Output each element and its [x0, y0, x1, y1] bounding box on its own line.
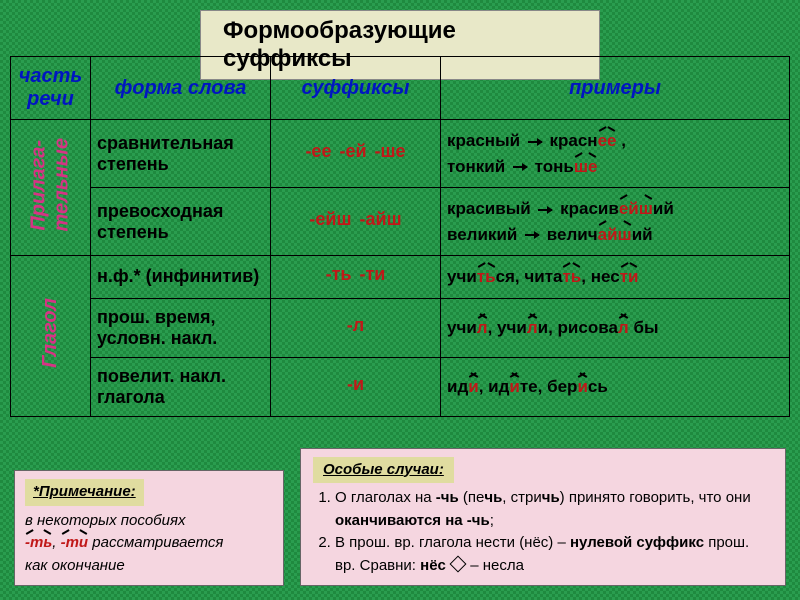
suffix: -ее [305, 143, 331, 164]
special-heading: Особые случаи: [313, 457, 454, 484]
header-pos: часть речи [11, 57, 91, 120]
table-body: Прилага-тельныесравнительная степень-ее-… [11, 120, 790, 417]
examples-cell: учиться, читать, нести [441, 256, 790, 299]
suffix-table-wrap: часть речи форма слова суффиксы примеры … [10, 56, 790, 417]
header-suffixes: суффиксы [271, 57, 441, 120]
header-examples: примеры [441, 57, 790, 120]
examples-cell: красный краснее ,тонкий тоньше [441, 120, 790, 188]
note-heading: *Примечание: [25, 479, 144, 506]
special-item: В прош. вр. глагола нести (нёс) – нулево… [335, 532, 773, 577]
form-cell: повелит. накл. глагола [91, 357, 271, 416]
table-row: превосходная степень -ейш -айш красивый кра… [11, 188, 790, 256]
suffix-table: часть речи форма слова суффиксы примеры … [10, 56, 790, 417]
form-cell: сравнительная степень [91, 120, 271, 188]
special-cases-box: Особые случаи: О глаголах на -чь (печь, … [300, 448, 786, 587]
suffix: -ть [326, 266, 352, 287]
part-of-speech-cell: Прилага-тельные [11, 120, 91, 256]
table-row: повелит. накл. глагола -и иди, идите, бери… [11, 357, 790, 416]
table-row: Глаголн.ф.* (инфинитив)-ть-тиучиться, чи… [11, 256, 790, 299]
header-row: часть речи форма слова суффиксы примеры [11, 57, 790, 120]
suffix-cell: -ть -ти [271, 256, 441, 299]
note-body: в некоторых пособиях-ть, -ти рассматрива… [25, 512, 223, 574]
suffix: -ше [375, 143, 406, 164]
examples-cell: иди, идите, берись [441, 357, 790, 416]
note-box: *Примечание: в некоторых пособиях-ть, -т… [14, 470, 284, 586]
header-form: форма слова [91, 57, 271, 120]
suffix: -ейш [309, 211, 351, 232]
form-cell: н.ф.* (инфинитив) [91, 256, 271, 299]
form-cell: превосходная степень [91, 188, 271, 256]
special-list: О глаголах на -чь (печь, стричь) принято… [335, 487, 773, 577]
part-of-speech-label: Прилага-тельные [28, 138, 74, 232]
suffix: -и [347, 376, 364, 397]
special-item: О глаголах на -чь (печь, стричь) принято… [335, 487, 773, 532]
examples-cell: учил, учили, рисовал бы [441, 298, 790, 357]
suffix: -ей [339, 143, 366, 164]
suffix-cell: -ее -ей -ше [271, 120, 441, 188]
part-of-speech-label: Глагол [39, 298, 62, 368]
table-row: Прилага-тельныесравнительная степень-ее-… [11, 120, 790, 188]
table-row: прош. время, условн. накл. -л учил, учили,… [11, 298, 790, 357]
suffix-cell: -л [271, 298, 441, 357]
suffix: -л [347, 317, 364, 338]
suffix-cell: -и [271, 357, 441, 416]
suffix: -айш [360, 211, 402, 232]
form-cell: прош. время, условн. накл. [91, 298, 271, 357]
examples-cell: красивый красивейшийвеликий величайший [441, 188, 790, 256]
part-of-speech-cell: Глагол [11, 256, 91, 417]
suffix-cell: -ейш -айш [271, 188, 441, 256]
suffix: -ти [360, 266, 386, 287]
